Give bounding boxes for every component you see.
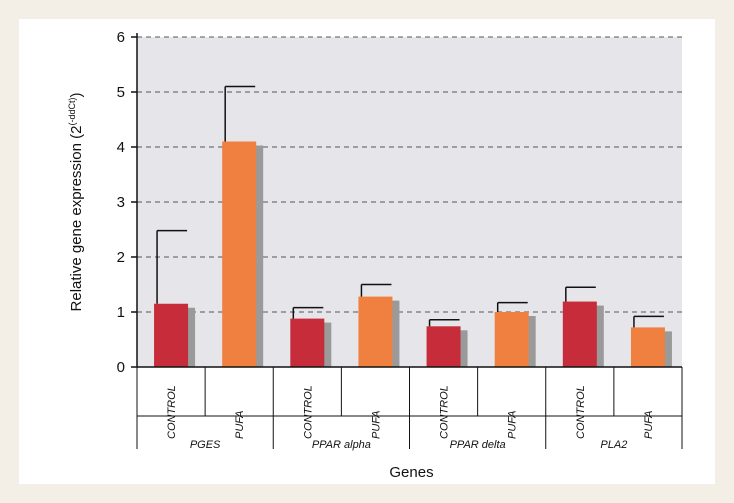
condition-label: CONTROL (439, 385, 451, 439)
bars (154, 85, 672, 367)
y-axis-ticks: 0 1 2 3 4 5 6 (117, 29, 137, 376)
condition-label: CONTROL (166, 385, 178, 439)
x-axis-title: Genes (389, 464, 433, 481)
gene-label: PGES (190, 439, 221, 451)
bar-ppar-alpha-control (290, 318, 325, 367)
bar-pla2-pufa (630, 327, 665, 367)
y-axis-title-text: Relative gene expression (2 (68, 126, 85, 312)
gene-label: PLA2 (600, 439, 627, 451)
y-axis-title: Relative gene expression (2(-ddCt)) (67, 93, 85, 312)
condition-label: PUFA (234, 410, 246, 439)
y-tick-label: 0 (117, 359, 125, 376)
bar-pla2-control (562, 301, 597, 367)
bar-pges-pufa (222, 141, 257, 367)
condition-label: PUFA (507, 410, 519, 439)
gene-label: PPAR alpha (312, 439, 371, 451)
y-axis-title-close: ) (68, 93, 85, 98)
y-tick-label: 3 (117, 194, 125, 211)
bar-ppar-delta-pufa (494, 312, 529, 367)
condition-label: PUFA (643, 410, 655, 439)
condition-label: CONTROL (302, 385, 314, 439)
bar-ppar-alpha-pufa (358, 296, 393, 367)
gene-label: PPAR delta (450, 439, 506, 451)
bar-pges-control (154, 303, 189, 367)
y-tick-label: 1 (117, 304, 125, 321)
y-tick-label: 4 (117, 139, 125, 156)
y-tick-label: 5 (117, 84, 125, 101)
y-tick-label: 6 (117, 29, 125, 46)
bar-ppar-delta-control (426, 326, 461, 367)
condition-label: CONTROL (575, 385, 587, 439)
y-axis-title-superscript: (-ddCt) (67, 98, 77, 126)
condition-label: PUFA (370, 410, 382, 439)
y-tick-label: 2 (117, 249, 125, 266)
